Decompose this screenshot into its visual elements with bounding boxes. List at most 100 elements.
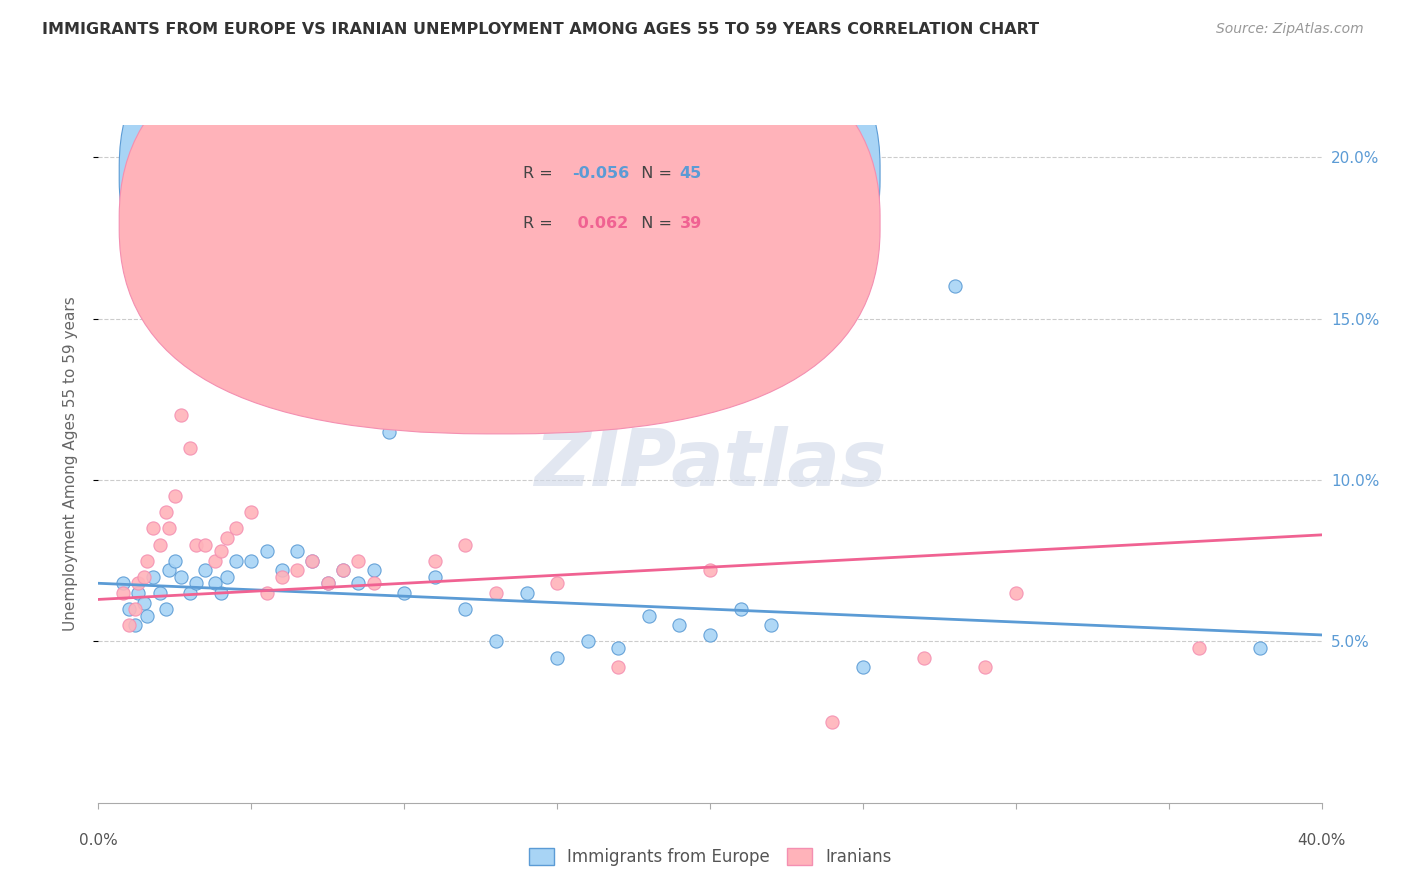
Point (215, 531, 238, 545)
Text: Source: ZipAtlas.com: Source: ZipAtlas.com (1216, 22, 1364, 37)
Point (124, 618, 146, 632)
Point (204, 554, 226, 568)
Point (111, 586, 134, 600)
Point (363, 576, 385, 591)
Text: N =: N = (630, 166, 676, 181)
Legend: Immigrants from Europe, Iranians: Immigrants from Europe, Iranians (522, 841, 898, 872)
Point (1188, 640, 1211, 655)
Point (163, 554, 186, 568)
Point (170, 570, 193, 584)
Point (209, 544, 232, 558)
Point (270, 563, 292, 577)
Point (1004, 586, 1026, 600)
Point (209, 586, 232, 600)
Point (316, 576, 339, 591)
Point (730, 602, 752, 616)
Point (163, 489, 186, 503)
Point (136, 554, 159, 568)
Point (301, 554, 323, 568)
Point (668, 618, 690, 632)
Text: 39: 39 (679, 216, 702, 230)
Point (142, 521, 165, 535)
FancyBboxPatch shape (120, 0, 880, 384)
Point (134, 570, 156, 584)
Point (149, 537, 172, 551)
Point (118, 618, 141, 632)
Point (759, 618, 782, 632)
Point (423, 570, 446, 584)
Point (347, 554, 370, 568)
Point (155, 505, 177, 519)
Point (157, 521, 180, 535)
FancyBboxPatch shape (120, 12, 880, 434)
Text: R =: R = (523, 216, 558, 230)
Point (852, 660, 875, 674)
Point (699, 563, 721, 577)
Point (378, 425, 401, 439)
Text: 40.0%: 40.0% (1298, 833, 1346, 848)
Point (454, 602, 477, 616)
Point (127, 576, 149, 591)
Point (124, 602, 146, 616)
Point (127, 586, 149, 600)
Point (225, 554, 247, 568)
Point (149, 586, 172, 600)
Point (157, 563, 180, 577)
Text: -0.056: -0.056 (572, 166, 628, 181)
Point (270, 570, 292, 584)
Point (136, 608, 159, 623)
Point (363, 563, 385, 577)
Point (204, 576, 226, 591)
Point (485, 634, 508, 648)
Point (256, 544, 278, 558)
Text: 0.0%: 0.0% (79, 833, 118, 848)
Point (392, 586, 416, 600)
Point (576, 634, 599, 648)
Point (301, 554, 323, 568)
Point (186, 537, 208, 551)
FancyBboxPatch shape (460, 132, 752, 253)
Point (142, 570, 165, 584)
Point (454, 537, 477, 551)
Point (240, 554, 263, 568)
Point (194, 563, 217, 577)
Point (240, 505, 263, 519)
Point (179, 441, 201, 455)
Text: 0.062: 0.062 (572, 216, 628, 230)
Point (516, 586, 538, 600)
Point (285, 544, 308, 558)
Point (111, 576, 134, 591)
Point (118, 602, 141, 616)
Point (485, 586, 508, 600)
Point (215, 570, 238, 584)
Point (821, 715, 844, 730)
Text: N =: N = (630, 216, 676, 230)
Point (194, 537, 217, 551)
Point (1249, 640, 1271, 655)
Point (347, 576, 370, 591)
Point (699, 628, 721, 642)
Point (607, 640, 630, 655)
Text: R =: R = (523, 166, 558, 181)
Point (546, 650, 568, 665)
Point (332, 563, 354, 577)
Point (423, 554, 446, 568)
Point (170, 409, 193, 423)
Point (316, 576, 339, 591)
Point (155, 602, 177, 616)
Point (134, 596, 156, 610)
Point (285, 563, 308, 577)
Y-axis label: Unemployment Among Ages 55 to 59 years: Unemployment Among Ages 55 to 59 years (63, 296, 77, 632)
Point (912, 650, 935, 665)
Point (186, 576, 208, 591)
Point (943, 279, 966, 293)
Text: 45: 45 (679, 166, 702, 181)
Point (607, 660, 630, 674)
Point (974, 660, 997, 674)
Point (256, 586, 278, 600)
Point (637, 608, 661, 623)
Point (225, 521, 247, 535)
Point (546, 576, 568, 591)
Point (332, 563, 354, 577)
Point (179, 586, 201, 600)
